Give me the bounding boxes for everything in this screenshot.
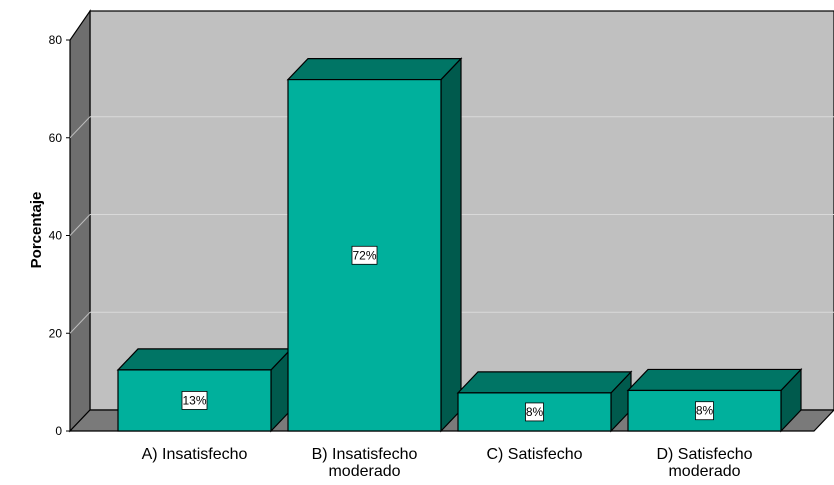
y-axis: 0 20 40 60 80: [49, 33, 70, 438]
data-label-box: [695, 401, 714, 421]
bar: 72%: [286, 57, 463, 433]
grid-line-side: [69, 311, 91, 334]
x-tick-label: C) Satisfecho: [486, 446, 582, 463]
bars: 13% 72% 8% 8%: [116, 57, 803, 433]
data-label: 72%: [352, 248, 376, 262]
y-axis-label: Porcentaje: [28, 192, 45, 269]
y-tick-label: 40: [49, 229, 63, 243]
left-wall: [69, 9, 91, 433]
data-label: 13%: [182, 393, 206, 407]
back-wall: [89, 10, 834, 411]
x-axis: A) Insatisfecho B) Insatisfecho moderado C)…: [142, 446, 753, 480]
y-tick-label: 80: [49, 33, 63, 47]
bar-top: [116, 348, 293, 371]
x-tick-label: D) Satisfecho moderado: [656, 446, 752, 480]
bar-top: [626, 368, 803, 392]
data-label-box: [181, 391, 208, 410]
bar-top: [456, 371, 633, 394]
bar: 8%: [626, 367, 803, 433]
data-label-box: [351, 245, 378, 265]
data-label: 8%: [526, 405, 544, 419]
x-tick-label: A) Insatisfecho: [142, 446, 248, 463]
grid-line-side: [69, 214, 91, 236]
bar-side: [440, 57, 462, 433]
grid-line-side: [69, 116, 91, 139]
plot-walls: [68, 9, 834, 433]
data-label: 8%: [696, 404, 714, 418]
bar: 13%: [116, 347, 293, 433]
x-tick-label: B) Insatisfecho moderado: [312, 446, 418, 480]
bar: 8%: [456, 370, 633, 433]
y-tick-label: 60: [49, 131, 63, 145]
y-tick-label: 20: [49, 326, 63, 340]
data-label-box: [525, 402, 544, 422]
y-tick-label: 0: [55, 424, 62, 438]
grid-lines: [69, 116, 834, 334]
bar-top: [286, 57, 463, 81]
